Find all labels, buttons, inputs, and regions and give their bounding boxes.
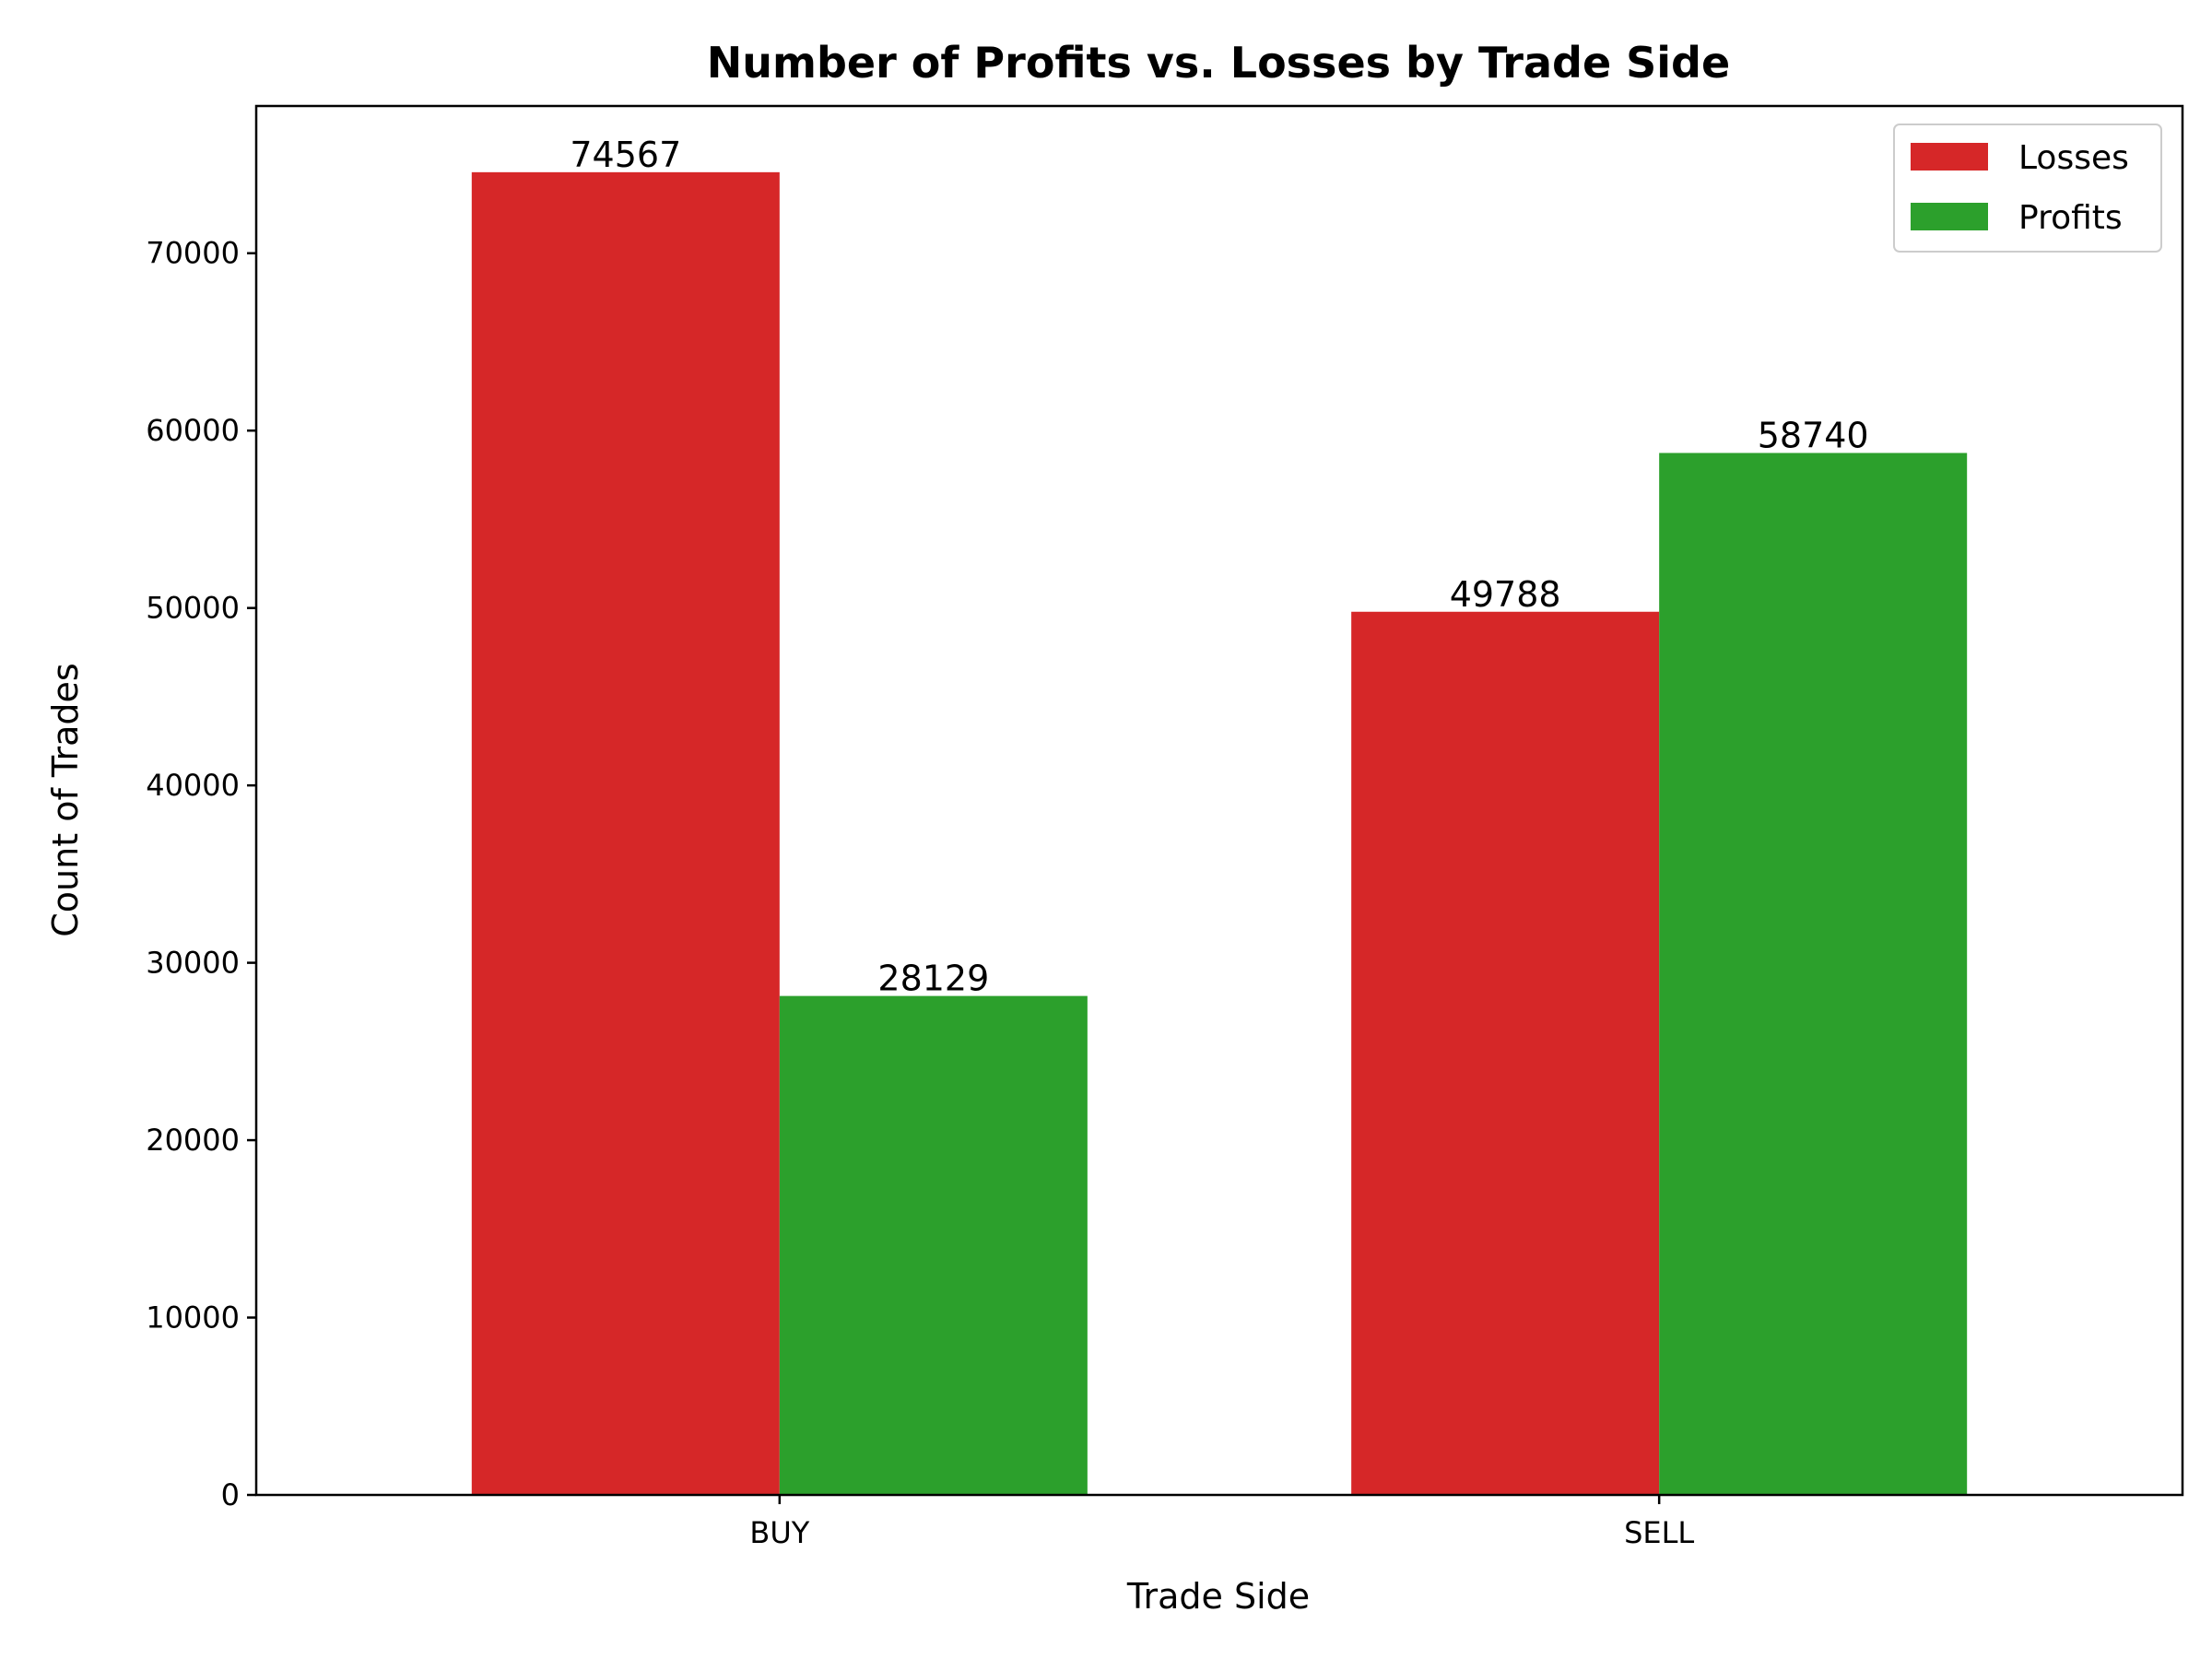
bar-value-label-profits-sell: 58740 bbox=[1758, 415, 1869, 455]
legend-label-losses: Losses bbox=[2018, 139, 2129, 177]
bar-value-label-profits-buy: 28129 bbox=[877, 959, 989, 999]
bar-value-label-losses-sell: 49788 bbox=[1450, 574, 1561, 615]
y-tick-label: 60000 bbox=[146, 413, 240, 448]
y-tick-label: 0 bbox=[221, 1477, 240, 1512]
legend-label-profits: Profits bbox=[2018, 199, 2123, 237]
bar-value-label-losses-buy: 74567 bbox=[570, 135, 681, 175]
legend-swatch-profits bbox=[1911, 203, 1988, 230]
y-tick-label: 20000 bbox=[146, 1123, 240, 1158]
bars-group bbox=[471, 171, 1968, 1495]
y-tick-label: 10000 bbox=[146, 1300, 240, 1335]
x-axis-ticks: BUY SELL bbox=[749, 1495, 1694, 1550]
y-tick-label: 40000 bbox=[146, 768, 240, 803]
x-tick-label-buy: BUY bbox=[749, 1515, 809, 1550]
y-tick-label: 70000 bbox=[146, 236, 240, 271]
legend: Losses Profits bbox=[1893, 124, 2162, 253]
plot-frame bbox=[254, 104, 2184, 1497]
x-tick-label-sell: SELL bbox=[1624, 1515, 1694, 1550]
legend-swatch-losses bbox=[1911, 143, 1988, 171]
bar-profits-sell bbox=[1659, 453, 1968, 1495]
bar-labels-group: 74567 28129 49788 58740 bbox=[570, 135, 1868, 999]
bar-losses-sell bbox=[1351, 611, 1660, 1495]
bar-losses-buy bbox=[471, 171, 780, 1495]
y-axis-ticks: 0 10000 20000 30000 40000 50000 60000 70000 bbox=[146, 236, 256, 1512]
bar-profits-buy bbox=[779, 995, 1088, 1495]
chart-title: Number of Profits vs. Losses by Trade Si… bbox=[707, 38, 1730, 88]
x-axis-label: Trade Side bbox=[1126, 1576, 1310, 1617]
y-axis-label: Count of Trades bbox=[45, 663, 86, 936]
y-tick-label: 30000 bbox=[146, 946, 240, 981]
y-tick-label: 50000 bbox=[146, 591, 240, 626]
